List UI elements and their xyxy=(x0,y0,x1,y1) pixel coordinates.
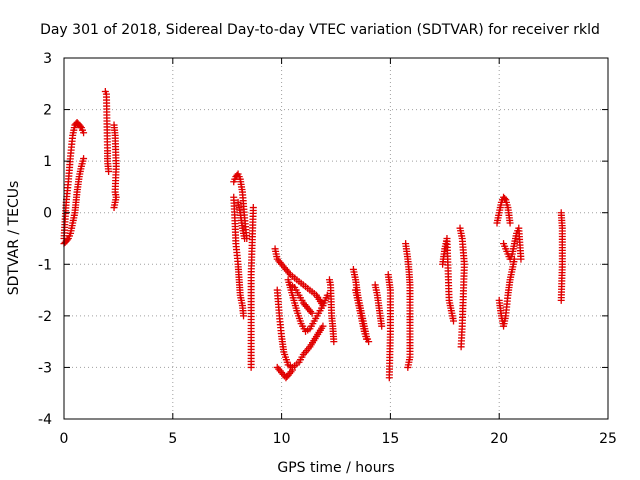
x-tick-label: 15 xyxy=(381,431,399,447)
data-point xyxy=(501,195,509,203)
data-point xyxy=(457,343,465,351)
y-tick-label: 0 xyxy=(43,206,52,222)
data-point xyxy=(517,255,525,263)
y-tick-label: -3 xyxy=(38,360,52,376)
data-point xyxy=(385,374,393,382)
data-point xyxy=(404,363,412,371)
data-point xyxy=(362,335,370,343)
x-tick-label: 0 xyxy=(60,431,69,447)
data-point xyxy=(110,204,118,212)
data-point xyxy=(63,236,71,244)
x-tick-label: 20 xyxy=(490,431,508,447)
data-point xyxy=(323,291,331,299)
y-axis-ticks: -4 -3 -2 -1 0 1 2 3 xyxy=(38,51,608,428)
y-tick-label: 2 xyxy=(43,103,52,119)
y-tick-label: 3 xyxy=(43,51,52,67)
y-tick-label: 1 xyxy=(43,154,52,170)
x-tick-label: 25 xyxy=(599,431,617,447)
data-point xyxy=(247,363,255,371)
chart-title: Day 301 of 2018, Sidereal Day-to-day VTE… xyxy=(40,22,600,38)
data-point xyxy=(80,155,88,163)
data-point xyxy=(378,322,386,330)
y-tick-label: -4 xyxy=(38,412,52,428)
data-point xyxy=(240,312,248,320)
data-point xyxy=(308,309,316,317)
data-point xyxy=(80,129,88,137)
y-tick-label: -1 xyxy=(38,257,52,273)
plot-frame xyxy=(63,57,609,420)
data-point xyxy=(557,296,565,304)
gridlines xyxy=(64,58,608,419)
x-tick-label: 5 xyxy=(168,431,177,447)
x-axis-ticks: 0 5 10 15 20 25 xyxy=(60,58,617,447)
data-point xyxy=(241,235,249,242)
data-point xyxy=(506,219,514,227)
data-point xyxy=(319,322,327,330)
data-point xyxy=(105,167,113,175)
data-point xyxy=(288,366,296,374)
data-point xyxy=(450,317,458,325)
data-point xyxy=(76,122,84,130)
x-axis-label: GPS time / hours xyxy=(277,460,394,476)
y-tick-label: -2 xyxy=(38,309,52,325)
y-axis-label: SDTVAR / TECUs xyxy=(6,181,22,296)
data-points xyxy=(60,88,566,382)
x-tick-label: 10 xyxy=(273,431,291,447)
data-point xyxy=(330,338,338,346)
